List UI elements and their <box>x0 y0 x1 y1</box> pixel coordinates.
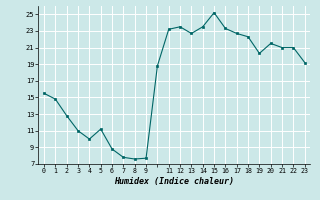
X-axis label: Humidex (Indice chaleur): Humidex (Indice chaleur) <box>115 177 234 186</box>
